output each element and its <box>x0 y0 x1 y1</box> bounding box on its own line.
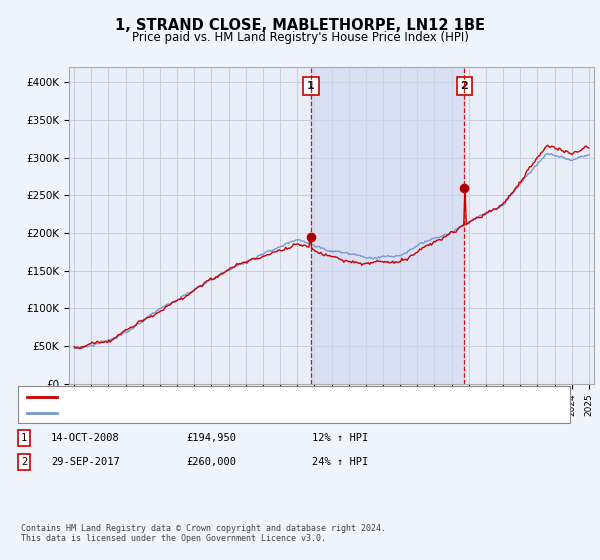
Text: 29-SEP-2017: 29-SEP-2017 <box>51 457 120 467</box>
Text: HPI: Average price, detached house, East Lindsey: HPI: Average price, detached house, East… <box>63 408 363 418</box>
Text: 2: 2 <box>21 457 27 467</box>
Text: 1: 1 <box>21 433 27 443</box>
Text: £194,950: £194,950 <box>186 433 236 443</box>
Text: Contains HM Land Registry data © Crown copyright and database right 2024.
This d: Contains HM Land Registry data © Crown c… <box>21 524 386 543</box>
Text: 1, STRAND CLOSE, MABLETHORPE, LN12 1BE: 1, STRAND CLOSE, MABLETHORPE, LN12 1BE <box>115 18 485 33</box>
Text: 2: 2 <box>461 81 469 91</box>
Text: 24% ↑ HPI: 24% ↑ HPI <box>312 457 368 467</box>
Text: Price paid vs. HM Land Registry's House Price Index (HPI): Price paid vs. HM Land Registry's House … <box>131 31 469 44</box>
Text: £260,000: £260,000 <box>186 457 236 467</box>
Text: 1, STRAND CLOSE, MABLETHORPE, LN12 1BE (detached house): 1, STRAND CLOSE, MABLETHORPE, LN12 1BE (… <box>63 391 407 402</box>
Bar <box>311 67 464 384</box>
Text: 12% ↑ HPI: 12% ↑ HPI <box>312 433 368 443</box>
Text: 14-OCT-2008: 14-OCT-2008 <box>51 433 120 443</box>
Text: 1: 1 <box>307 81 314 91</box>
